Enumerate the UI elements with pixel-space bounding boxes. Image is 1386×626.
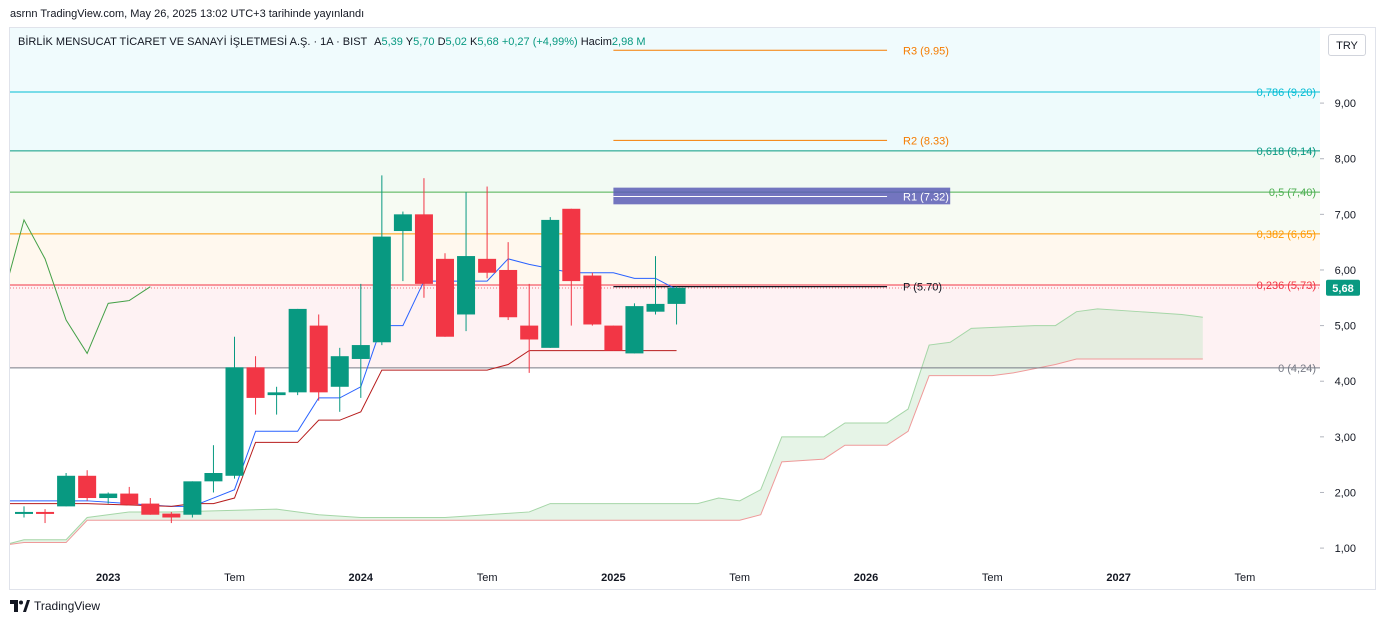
candle-body xyxy=(393,214,412,232)
candle-body xyxy=(604,325,623,351)
chart-frame xyxy=(9,27,1376,590)
x-tick-label: 2023 xyxy=(96,572,120,584)
publish-info: asrnn TradingView.com, May 26, 2025 13:0… xyxy=(10,8,365,20)
candle-body xyxy=(330,356,349,387)
candle-body xyxy=(246,367,265,398)
pivot-label: P (5.70) xyxy=(903,282,942,294)
volume-label: Hacim xyxy=(580,36,612,48)
candle-body xyxy=(267,392,286,396)
x-tick-label: 2024 xyxy=(349,572,374,584)
candle-body xyxy=(625,306,644,354)
fib-level-label: 0,236 (5,73) xyxy=(1257,280,1316,292)
open-label: A xyxy=(374,36,382,48)
pivot-label: R1 (7.32) xyxy=(903,192,949,204)
y-tick-label: 3,00 xyxy=(1335,432,1356,444)
fib-band xyxy=(10,233,1320,285)
y-tick-label: 8,00 xyxy=(1335,154,1356,166)
pivot-label: R2 (8.33) xyxy=(903,135,949,147)
footer-brand-name: TradingView xyxy=(34,599,101,613)
close-label: K xyxy=(470,36,478,48)
y-tick-label: 2,00 xyxy=(1335,487,1356,499)
footer-brand: TradingView xyxy=(10,599,100,613)
candle-body xyxy=(288,308,307,393)
pivot-label: R3 (9.95) xyxy=(903,45,949,57)
candle-body xyxy=(120,493,139,505)
fib-level-label: 0,618 (8,14) xyxy=(1257,146,1316,158)
candle-body xyxy=(541,219,560,348)
candle-body xyxy=(457,256,476,315)
x-tick-label: Tem xyxy=(982,572,1003,584)
x-tick-label: 2027 xyxy=(1106,572,1130,584)
candle-body xyxy=(520,325,539,340)
fib-band-top xyxy=(10,28,1320,92)
candle-body xyxy=(141,503,160,515)
candle-body xyxy=(478,258,497,273)
low-label: D xyxy=(437,36,446,48)
candle-body xyxy=(99,493,118,499)
candle-body xyxy=(414,214,433,284)
last-price-label: 5,68 xyxy=(1332,283,1353,295)
tradingview-logo-icon xyxy=(10,600,30,612)
fib-band xyxy=(10,91,1320,151)
candle-body xyxy=(162,513,181,518)
close-value: 5,68 xyxy=(477,36,499,48)
chikou-span xyxy=(10,218,151,355)
fib-band xyxy=(10,150,1320,193)
candle-body xyxy=(646,303,665,312)
x-tick-label: 2026 xyxy=(854,572,878,584)
high-value: 5,70 xyxy=(413,36,435,48)
candle-body xyxy=(183,481,202,515)
candle-body xyxy=(372,236,391,343)
volume-value: 2,98 M xyxy=(611,36,646,48)
candle-body xyxy=(15,511,33,514)
change-value: +0,27 (+4,99%) xyxy=(501,36,578,48)
candle-body xyxy=(436,258,454,337)
candle-body xyxy=(36,511,55,514)
senkou-span-b xyxy=(10,358,1203,545)
fib-level-label: 0,5 (7,40) xyxy=(1269,187,1316,199)
x-tick-label: Tem xyxy=(477,572,498,584)
symbol-legend: BİRLİK MENSUCAT TİCARET VE SANAYİ İŞLETM… xyxy=(18,36,646,48)
y-tick-label: 6,00 xyxy=(1335,265,1356,277)
fib-level-label: 0,786 (9,20) xyxy=(1257,87,1316,99)
candle-body xyxy=(583,275,602,325)
fib-level-label: 0,382 (6,65) xyxy=(1257,229,1316,241)
currency-button[interactable]: TRY xyxy=(1328,34,1366,56)
candle-body xyxy=(57,475,76,507)
r1-zone xyxy=(613,187,951,205)
candle-body xyxy=(667,287,686,304)
y-tick-label: 1,00 xyxy=(1335,543,1356,555)
last-price-badge xyxy=(1326,279,1360,296)
x-tick-label: Tem xyxy=(729,572,750,584)
fib-band xyxy=(10,284,1320,368)
fib-level-label: 0 (4,24) xyxy=(1278,363,1316,375)
ichimoku-cloud xyxy=(10,308,1203,545)
candle-body xyxy=(562,208,581,282)
candle-body xyxy=(309,325,328,393)
y-tick-label: 5,00 xyxy=(1335,321,1356,333)
low-value: 5,02 xyxy=(445,36,467,48)
y-tick-label: 7,00 xyxy=(1335,209,1356,221)
candle-body xyxy=(351,345,370,359)
x-tick-label: Tem xyxy=(224,572,245,584)
symbol-name: BİRLİK MENSUCAT TİCARET VE SANAYİ İŞLETM… xyxy=(18,36,368,48)
candle-body xyxy=(204,473,223,482)
x-tick-label: Tem xyxy=(1235,572,1256,584)
candle-body xyxy=(225,367,244,476)
open-value: 5,39 xyxy=(381,36,403,48)
y-tick-label: 9,00 xyxy=(1335,98,1356,110)
y-tick-label: 4,00 xyxy=(1335,376,1356,388)
senkou-span-a xyxy=(10,308,1203,544)
x-tick-label: 2025 xyxy=(601,572,625,584)
high-label: Y xyxy=(405,36,414,48)
candle-body xyxy=(78,475,97,499)
candle-body xyxy=(499,269,518,318)
